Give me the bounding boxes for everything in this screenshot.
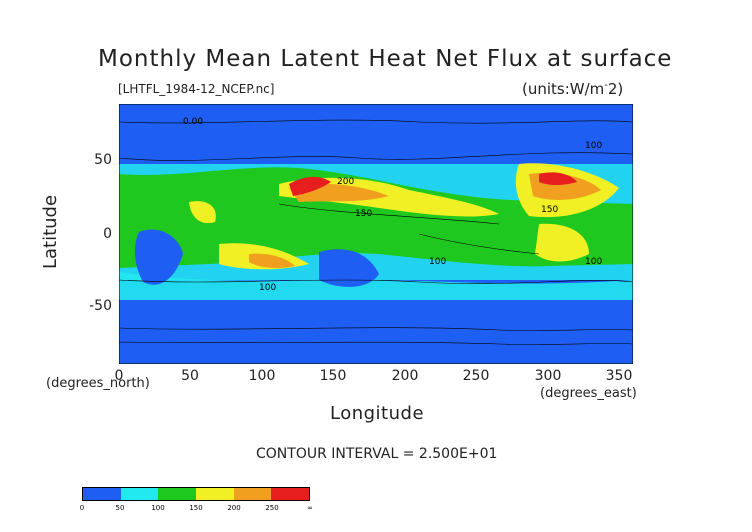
x-tick-label: 0 bbox=[114, 368, 124, 384]
contour-label: 0.00 bbox=[183, 117, 203, 127]
x-tick-label: 350 bbox=[605, 368, 633, 384]
colorbar-label: 150 bbox=[189, 504, 203, 512]
contour-label: 100 bbox=[429, 257, 446, 267]
colorbar-label: ∞ bbox=[307, 504, 313, 512]
contour-label: 100 bbox=[585, 257, 602, 267]
colorbar-label: 250 bbox=[265, 504, 279, 512]
heat-flux-map: 200 150 100 100 100 150 100 0.00 bbox=[119, 104, 633, 364]
colorbar bbox=[82, 487, 310, 501]
contour-label: 200 bbox=[337, 177, 354, 187]
x-tick-label: 250 bbox=[462, 368, 490, 384]
colorbar-segment bbox=[158, 488, 197, 500]
x-tick-label: 300 bbox=[534, 368, 562, 384]
colorbar-segment bbox=[196, 488, 234, 500]
contour-label: 100 bbox=[259, 283, 276, 293]
colorbar-label: 0 bbox=[79, 504, 85, 512]
x-tick-label: 100 bbox=[248, 368, 276, 384]
colorbar-label: 100 bbox=[151, 504, 165, 512]
y-axis-label: Latitude bbox=[40, 194, 61, 270]
x-tick-label: 200 bbox=[391, 368, 419, 384]
colorbar-label: 50 bbox=[115, 504, 125, 512]
contour-interval-label: CONTOUR INTERVAL = 2.500E+01 bbox=[256, 446, 498, 462]
colorbar-segment bbox=[120, 488, 159, 500]
colorbar-segment bbox=[233, 488, 272, 500]
contour-label: 150 bbox=[355, 209, 372, 219]
units-label: (units:W/m-2) bbox=[522, 80, 624, 98]
x-tick-label: 150 bbox=[319, 368, 347, 384]
y-axis-sublabel: (degrees_north) bbox=[46, 376, 150, 391]
contour-label: 100 bbox=[585, 141, 602, 151]
colorbar-label: 200 bbox=[227, 504, 241, 512]
y-tick-label: 50 bbox=[94, 152, 112, 168]
contour-label: 150 bbox=[541, 205, 558, 215]
y-tick-label: -50 bbox=[89, 298, 112, 314]
x-axis-label: Longitude bbox=[330, 403, 425, 424]
chart-title: Monthly Mean Latent Heat Net Flux at sur… bbox=[98, 46, 673, 72]
colorbar-segment bbox=[83, 488, 121, 500]
colorbar-segment bbox=[271, 488, 310, 500]
y-tick-label: 0 bbox=[103, 226, 112, 242]
file-name-label: [LHTFL_1984-12_NCEP.nc] bbox=[118, 82, 275, 96]
x-axis-sublabel: (degrees_east) bbox=[540, 386, 637, 401]
x-tick-label: 50 bbox=[181, 368, 199, 384]
